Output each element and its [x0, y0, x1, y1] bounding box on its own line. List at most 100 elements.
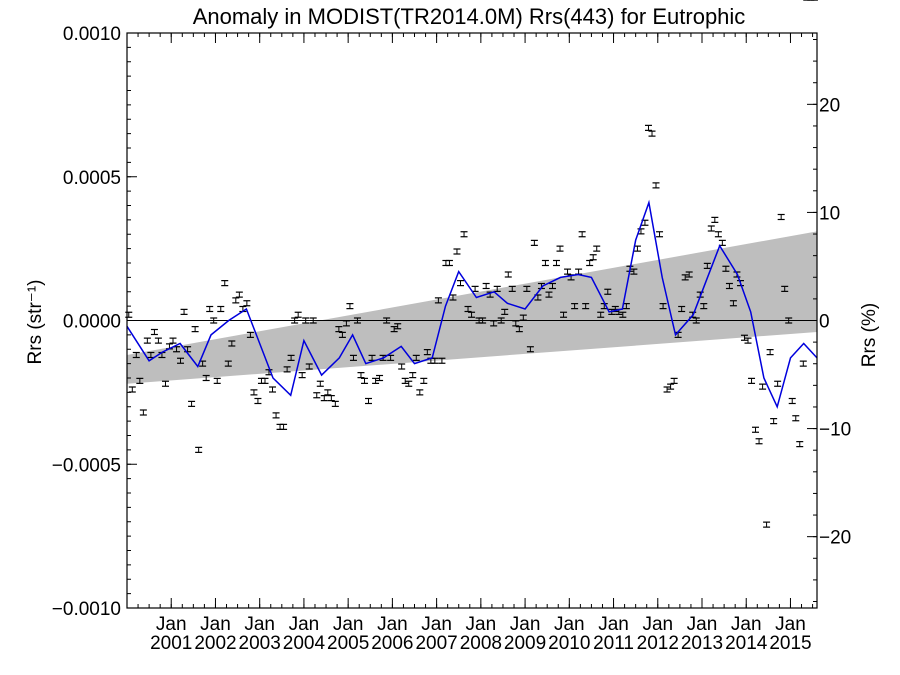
x-tick-year-label: 2007	[415, 633, 457, 654]
data-point	[541, 259, 549, 267]
data-point	[479, 317, 487, 324]
data-point	[748, 377, 756, 384]
data-point	[586, 259, 594, 267]
data-point	[423, 349, 431, 356]
data-point	[752, 426, 760, 433]
data-point	[180, 308, 188, 315]
data-point	[722, 265, 730, 272]
data-point	[361, 377, 369, 384]
data-point	[445, 259, 453, 267]
data-point	[390, 326, 398, 333]
data-point	[394, 323, 402, 330]
data-point	[740, 334, 748, 341]
data-point	[342, 320, 350, 327]
data-point	[575, 268, 583, 275]
x-tick-month-label: Jan	[289, 614, 320, 635]
x-tick-month-label: Jan	[466, 614, 497, 635]
data-point	[659, 303, 667, 310]
data-point	[681, 274, 689, 281]
data-point	[582, 303, 590, 310]
data-point	[464, 305, 472, 313]
smoothed-series-line	[126, 199, 818, 409]
data-point	[504, 271, 512, 278]
x-tick-month-label: Jan	[554, 614, 585, 635]
data-point	[132, 351, 140, 359]
data-point	[398, 363, 406, 370]
data-point	[619, 311, 627, 318]
right-axis-label: Rrs (%)	[859, 303, 880, 367]
data-point	[589, 254, 597, 261]
data-point	[497, 317, 505, 324]
data-point	[468, 311, 476, 318]
data-point	[161, 380, 169, 387]
data-point	[224, 360, 232, 367]
data-point	[552, 259, 560, 267]
data-point	[327, 395, 335, 402]
x-tick-year-label: 2014	[725, 633, 768, 654]
x-tick-month-label: Jan	[200, 614, 231, 635]
data-point	[597, 311, 605, 318]
x-tick-year-label: 2010	[548, 633, 590, 654]
data-point	[799, 360, 807, 367]
right-tick-label: 10	[819, 203, 840, 224]
x-tick-year-label: 2013	[681, 633, 723, 654]
data-point	[593, 245, 601, 252]
data-point	[515, 326, 523, 333]
data-point	[169, 337, 177, 344]
data-point	[335, 326, 343, 333]
data-point	[482, 282, 490, 290]
data-point	[357, 372, 365, 379]
data-point	[228, 340, 236, 347]
data-point	[136, 377, 144, 384]
data-point	[685, 271, 693, 278]
data-point	[663, 386, 671, 393]
data-point	[213, 377, 221, 384]
data-point	[714, 231, 722, 238]
data-point	[578, 231, 586, 238]
data-point	[656, 231, 664, 238]
data-point	[420, 377, 428, 384]
data-point	[331, 400, 339, 407]
data-point	[604, 288, 612, 295]
data-point	[700, 303, 708, 310]
x-tick-month-label: Jan	[244, 614, 275, 635]
data-point	[177, 357, 185, 364]
data-point	[283, 366, 291, 373]
left-tick-label: −0.0005	[52, 455, 121, 476]
data-point	[729, 300, 737, 307]
data-point	[313, 392, 321, 399]
x-tick-year-label: 2011	[593, 633, 634, 654]
data-point	[725, 282, 733, 290]
data-point	[493, 285, 501, 292]
trend-band-area	[127, 231, 817, 384]
data-point	[221, 280, 229, 287]
data-point	[305, 363, 313, 370]
data-point	[490, 320, 498, 327]
x-tick-month-label: Jan	[642, 614, 673, 635]
data-point	[139, 409, 147, 416]
data-point	[571, 303, 579, 310]
data-point	[291, 317, 299, 324]
data-point	[232, 297, 240, 304]
data-point	[210, 317, 218, 324]
x-tick-year-label: 2015	[769, 633, 811, 654]
data-point	[763, 521, 771, 528]
right-tick-label: −10	[819, 420, 851, 441]
data-point	[692, 317, 700, 324]
data-point	[711, 216, 719, 223]
x-tick-year-label: 2008	[460, 633, 502, 654]
data-point	[154, 337, 162, 344]
data-point	[272, 412, 280, 419]
data-point	[442, 259, 450, 267]
data-point	[302, 317, 310, 324]
data-point	[519, 314, 527, 321]
data-point	[150, 328, 158, 336]
data-point	[246, 331, 254, 338]
data-point	[254, 397, 262, 405]
right-y-axis: −20 −10 0 10 20	[807, 38, 851, 603]
data-point	[777, 213, 785, 221]
data-point	[365, 397, 372, 405]
data-point	[501, 308, 509, 315]
data-point	[338, 331, 346, 338]
